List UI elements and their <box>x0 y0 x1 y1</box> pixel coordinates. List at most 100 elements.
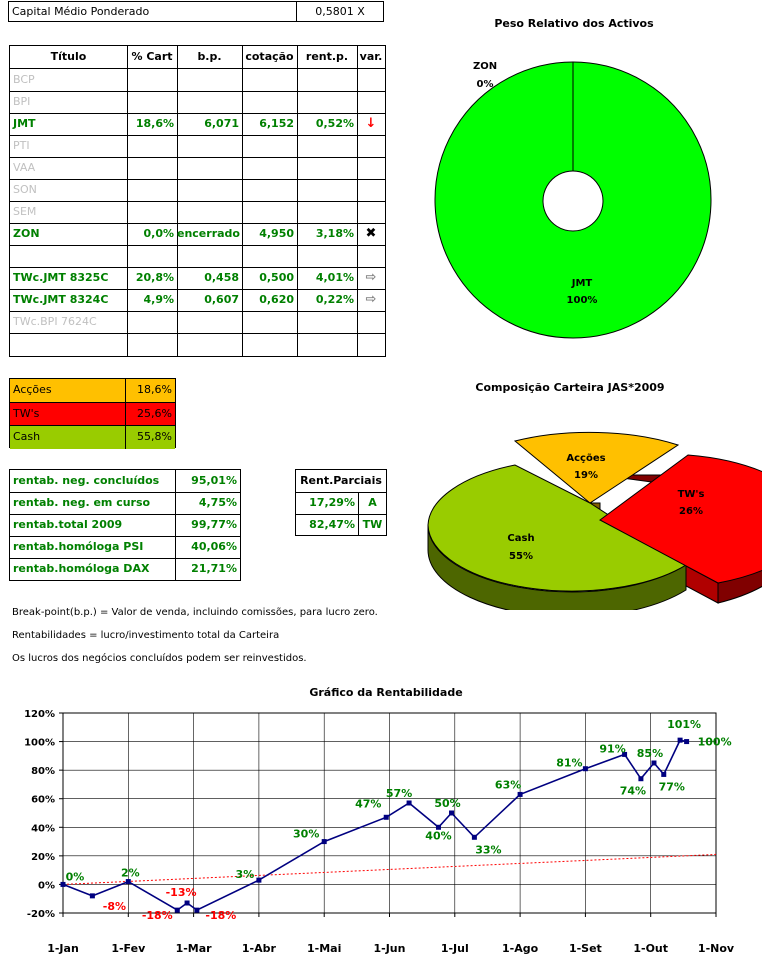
tws-slice <box>599 454 762 584</box>
data-point-marker <box>383 814 389 820</box>
rent-parciais-col-divider <box>358 492 359 535</box>
accoes-pie-pct: 19% <box>574 470 598 481</box>
portfolio-table: Título % Cart b.p. cotação rent.p. var. BCP BPI… <box>9 45 386 357</box>
data-point-marker <box>582 766 588 772</box>
data-point-label: 33% <box>475 843 501 856</box>
table-cell-cot: 0,500 <box>259 271 294 284</box>
table-cell-titulo: TWc.BPI 7624C <box>13 315 97 328</box>
y-tick-label: -20% <box>27 909 55 920</box>
x-tick-label: 1-Out <box>633 942 668 955</box>
data-point-marker <box>517 791 523 797</box>
table-cell-rent: 0,52% <box>315 117 354 130</box>
y-tick-label: 60% <box>31 795 55 806</box>
table-cell-cart: 4,9% <box>143 293 174 306</box>
data-point-label: 30% <box>293 828 319 841</box>
allocation-row: TW's 25,6% <box>10 402 175 426</box>
data-point-marker <box>622 751 628 757</box>
data-point-label: -18% <box>142 909 173 922</box>
peso-relativo-chart: Peso Relativo dos Activos ZON 0% JMT 100… <box>434 17 712 339</box>
allocation-divider <box>125 379 126 402</box>
allocation-label: Cash <box>13 430 41 443</box>
capital-label: Capital Médio Ponderado <box>12 5 150 18</box>
table-cell-bp: 0,458 <box>204 271 239 284</box>
accoes-slice <box>513 431 680 504</box>
table-cell-titulo: VAA <box>13 161 36 174</box>
cash-slice-depth <box>427 524 687 610</box>
rentab-row-divider <box>10 492 240 493</box>
data-point-label: -18% <box>205 909 236 922</box>
data-point-label: 91% <box>599 742 625 755</box>
composicao-chart-title: Composição Carteira JAS*2009 <box>475 381 664 394</box>
row-divider <box>10 245 385 246</box>
rentab-label: rentab. neg. concluídos <box>13 474 160 487</box>
rentab-label: rentab. neg. em curso <box>13 496 151 509</box>
table-header-cell: b.p. <box>197 50 222 63</box>
table-cell-titulo: JMT <box>13 117 36 130</box>
data-point-marker <box>60 881 66 887</box>
data-point-marker <box>449 810 455 816</box>
row-divider <box>10 289 385 290</box>
data-point-marker <box>89 893 95 899</box>
data-point-label: 3% <box>236 868 255 881</box>
note-lucros: Os lucros dos negócios concluídos podem … <box>12 653 307 664</box>
data-point-marker <box>677 737 683 743</box>
zon-slice-pct: 0% <box>477 79 494 90</box>
table-cell-var: ↓ <box>365 116 377 131</box>
row-divider <box>10 223 385 224</box>
x-tick-label: 1-Mar <box>176 942 213 955</box>
row-divider <box>10 157 385 158</box>
peso-chart-title: Peso Relativo dos Activos <box>494 17 654 30</box>
x-tick-label: 1-Jan <box>47 942 79 955</box>
data-point-marker <box>321 839 327 845</box>
table-cell-titulo: BCP <box>13 73 35 86</box>
data-point-label: 63% <box>495 778 521 791</box>
note-rentabilidades: Rentabilidades = lucro/investimento tota… <box>12 630 280 641</box>
row-divider <box>10 311 385 312</box>
donut-ring <box>434 61 712 339</box>
rent-parciais-value: 82,47% <box>309 518 355 531</box>
allocation-table: Acções 18,6% TW's 25,6% Cash 55,8% <box>9 378 176 449</box>
trend-line <box>62 853 717 885</box>
row-divider <box>10 201 385 202</box>
data-point-marker <box>125 879 131 885</box>
allocation-value: 25,6% <box>137 407 172 420</box>
table-cell-var: ✖ <box>365 226 377 241</box>
table-cell-bp: encerrado <box>177 227 240 240</box>
allocation-label: TW's <box>13 407 40 420</box>
x-tick-label: 1-Nov <box>698 942 735 955</box>
x-tick-label: 1-Mai <box>307 942 341 955</box>
row-divider <box>10 333 385 334</box>
cash-pie-pct: 55% <box>509 551 533 562</box>
rentabilidade-chart-title: Gráfico da Rentabilidade <box>309 686 462 699</box>
rentab-row-divider <box>10 536 240 537</box>
data-point-label: 100% <box>698 736 732 749</box>
data-point-label: 81% <box>556 757 582 770</box>
rent-parciais-title: Rent.Parciais <box>300 474 382 487</box>
data-point-label: 2% <box>121 867 140 880</box>
y-tick-label: 20% <box>31 852 55 863</box>
rent-parciais-code: TW <box>362 518 383 531</box>
data-point-marker <box>684 739 690 745</box>
allocation-divider <box>125 403 126 426</box>
composicao-chart: Composição Carteira JAS*2009 Acções 19% … <box>427 381 762 610</box>
allocation-row: Cash 55,8% <box>10 425 175 449</box>
data-point-label: 77% <box>659 780 685 793</box>
allocation-value: 18,6% <box>137 383 172 396</box>
header-divider <box>10 68 385 69</box>
table-header-cell: rent.p. <box>305 50 349 63</box>
table-cell-rent: 3,18% <box>315 227 354 240</box>
table-cell-cart: 0,0% <box>143 227 174 240</box>
rentab-value: 95,01% <box>191 474 237 487</box>
rentab-label: rentab.total 2009 <box>13 518 123 531</box>
data-point-marker <box>638 776 644 782</box>
x-tick-label: 1-Abr <box>242 942 277 955</box>
data-point-label: 57% <box>386 787 412 800</box>
rentabilidade-chart: Gráfico da Rentabilidade -20% 0% 20% 40% 60%… <box>24 686 735 955</box>
data-point-label: 85% <box>637 747 663 760</box>
table-cell-titulo: TWc.JMT 8324C <box>13 293 109 306</box>
data-point-marker <box>184 900 190 906</box>
data-point-label: 0% <box>66 870 85 883</box>
data-point-label: 74% <box>620 785 646 798</box>
table-header-cell: Título <box>50 50 87 63</box>
jmt-slice-label: JMT <box>571 278 593 289</box>
